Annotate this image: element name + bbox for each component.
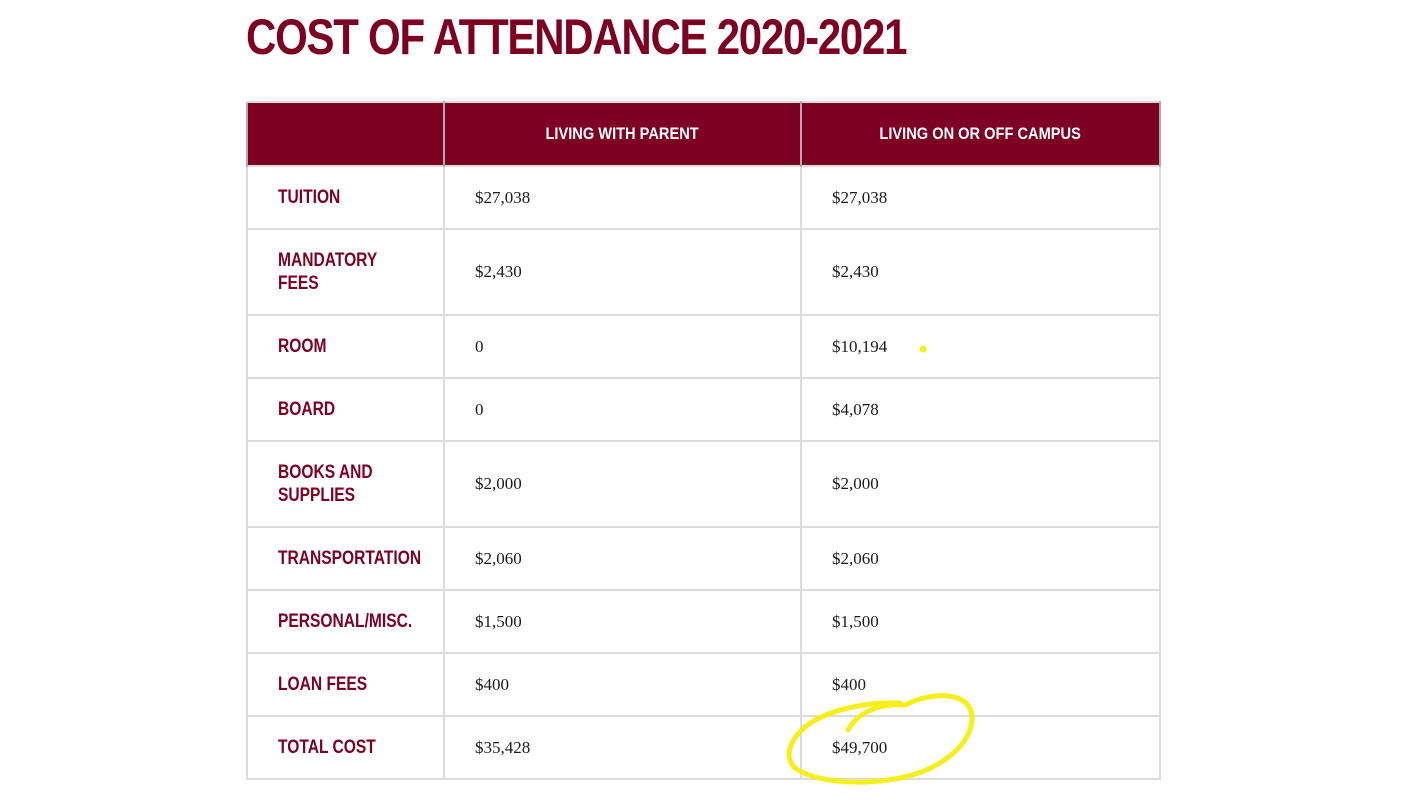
- table-row-loan-fees: LOAN FEES $400 $400: [246, 652, 1161, 717]
- page-title: COST OF ATTENDANCE 2020-2021: [246, 9, 907, 65]
- value-on-off-campus: $27,038: [800, 165, 1161, 230]
- header-living-on-off-campus: LIVING ON OR OFF CAMPUS: [800, 101, 1161, 166]
- value-with-parent: $2,000: [443, 440, 802, 528]
- value-on-off-campus: $4,078: [800, 377, 1161, 442]
- table-row-board: BOARD 0 $4,078: [246, 377, 1161, 442]
- row-label-cell: PERSONAL/MISC.: [246, 589, 445, 654]
- header-living-with-parent: LIVING WITH PARENT: [443, 101, 802, 166]
- table-row-books-and-supplies: BOOKS AND SUPPLIES $2,000 $2,000: [246, 440, 1161, 528]
- value-with-parent: $27,038: [443, 165, 802, 230]
- row-label: MANDATORY FEES: [278, 250, 378, 294]
- row-label-cell: BOOKS AND SUPPLIES: [246, 440, 445, 528]
- value-with-parent: $2,430: [443, 228, 802, 316]
- value-on-off-campus: $2,060: [800, 526, 1161, 591]
- value-with-parent: 0: [443, 377, 802, 442]
- row-label-cell: ROOM: [246, 314, 445, 379]
- header-label: LIVING WITH PARENT: [545, 124, 700, 143]
- cost-of-attendance-table: LIVING WITH PARENT LIVING ON OR OFF CAMP…: [246, 101, 1161, 780]
- row-label: LOAN FEES: [278, 674, 368, 695]
- row-label: ROOM: [278, 336, 327, 357]
- row-label-cell: LOAN FEES: [246, 652, 445, 717]
- value-on-off-campus: $400: [800, 652, 1161, 717]
- table-row-transportation: TRANSPORTATION $2,060 $2,060: [246, 526, 1161, 591]
- table-row-personal-misc: PERSONAL/MISC. $1,500 $1,500: [246, 589, 1161, 654]
- value-with-parent: 0: [443, 314, 802, 379]
- row-label-cell: MANDATORY FEES: [246, 228, 445, 316]
- table-row-total-cost: TOTAL COST $35,428 $49,700: [246, 715, 1161, 780]
- table-row-tuition: TUITION $27,038 $27,038: [246, 165, 1161, 230]
- row-label: BOOKS AND SUPPLIES: [278, 462, 373, 506]
- row-label-cell: BOARD: [246, 377, 445, 442]
- row-label: TOTAL COST: [278, 737, 376, 758]
- value-on-off-campus: $2,000: [800, 440, 1161, 528]
- row-label-cell: TOTAL COST: [246, 715, 445, 780]
- value-with-parent: $1,500: [443, 589, 802, 654]
- table-header-row: LIVING WITH PARENT LIVING ON OR OFF CAMP…: [246, 101, 1161, 166]
- value-with-parent: $2,060: [443, 526, 802, 591]
- value-on-off-campus: $49,700: [800, 715, 1161, 780]
- header-label: LIVING ON OR OFF CAMPUS: [879, 124, 1082, 143]
- row-label-cell: TRANSPORTATION: [246, 526, 445, 591]
- row-label: PERSONAL/MISC.: [278, 611, 413, 632]
- row-label: BOARD: [278, 399, 336, 420]
- row-label: TRANSPORTATION: [278, 548, 422, 569]
- value-with-parent: $400: [443, 652, 802, 717]
- table-row-room: ROOM 0 $10,194: [246, 314, 1161, 379]
- value-on-off-campus: $10,194: [800, 314, 1161, 379]
- value-with-parent: $35,428: [443, 715, 802, 780]
- header-blank: [246, 101, 445, 166]
- value-on-off-campus: $1,500: [800, 589, 1161, 654]
- value-on-off-campus: $2,430: [800, 228, 1161, 316]
- row-label-cell: TUITION: [246, 165, 445, 230]
- table-row-mandatory-fees: MANDATORY FEES $2,430 $2,430: [246, 228, 1161, 316]
- row-label: TUITION: [278, 187, 341, 208]
